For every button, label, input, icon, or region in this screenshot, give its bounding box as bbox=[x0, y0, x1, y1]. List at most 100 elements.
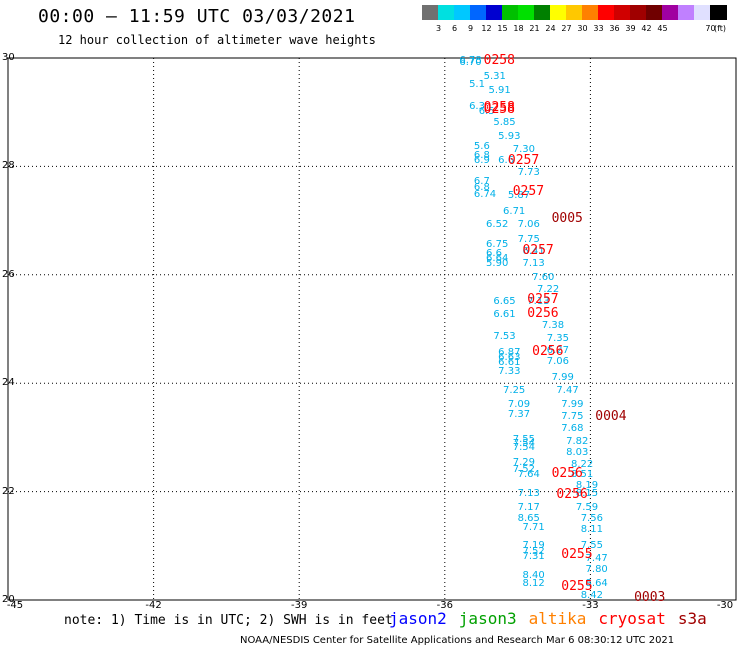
legend-swatch bbox=[614, 5, 631, 20]
legend-label: 42 bbox=[641, 24, 652, 33]
lon-tick-label: -36 bbox=[436, 600, 453, 611]
legend-label: 18 bbox=[513, 24, 524, 33]
swh-value: 6.3 bbox=[469, 100, 485, 112]
legend-label: 39 bbox=[625, 24, 636, 33]
swh-value: 7.75 bbox=[561, 410, 584, 422]
swh-value: 6.78 bbox=[459, 54, 482, 66]
swh-value: 7.29 bbox=[512, 457, 535, 469]
legend-swatch bbox=[470, 5, 487, 20]
swh-value: 8.12 bbox=[522, 577, 545, 589]
swh-value: 7.54 bbox=[512, 442, 535, 454]
swh-value: 6.7 bbox=[473, 175, 490, 187]
swh-value: 7.22 bbox=[537, 283, 560, 295]
note-text: note: 1) Time is in UTC; 2) SWH is in fe… bbox=[64, 613, 393, 628]
swh-value: 7.55 bbox=[512, 434, 535, 446]
swh-value: 7.13 bbox=[522, 257, 545, 269]
swh-value: 6.6 bbox=[498, 154, 515, 166]
swh-value: 7.59 bbox=[575, 501, 599, 513]
swh-value: 7.35 bbox=[546, 332, 569, 344]
swh-value: 8.65 bbox=[517, 512, 540, 524]
lat-tick-label: 20 bbox=[2, 594, 15, 605]
lon-tick-label: -33 bbox=[582, 600, 599, 611]
lon-tick-label: -30 bbox=[716, 600, 734, 611]
swh-value: 8.19 bbox=[575, 480, 599, 492]
swh-value: 7.71 bbox=[522, 522, 545, 534]
pass-time-label: 0256 bbox=[556, 487, 588, 503]
swh-value: 8.42 bbox=[580, 589, 603, 601]
legend-label: 12 bbox=[481, 24, 492, 33]
legend-label: 30 bbox=[577, 24, 588, 33]
pass-time-label: 0255 bbox=[561, 579, 593, 595]
legend-swatch bbox=[630, 5, 647, 20]
swh-value: 5.91 bbox=[488, 84, 511, 96]
pass-time-label: 0257 bbox=[512, 183, 545, 199]
swh-value: 8.64 bbox=[585, 577, 608, 589]
satellite-label-cryosat: cryosat bbox=[598, 609, 666, 628]
map-subtitle: 12 hour collection of altimeter wave hei… bbox=[58, 33, 376, 47]
lat-tick-label: 28 bbox=[2, 160, 15, 172]
swh-value: 7.52 bbox=[512, 463, 535, 475]
legend-swatch bbox=[678, 5, 695, 20]
legend-swatch bbox=[550, 5, 567, 20]
swh-value: 8.40 bbox=[522, 569, 545, 581]
pass-time-label: 0004 bbox=[595, 408, 627, 424]
legend-label: 27 bbox=[561, 24, 572, 33]
swh-value: 7.60 bbox=[532, 271, 555, 283]
swh-value: 5.31 bbox=[483, 70, 506, 82]
legend-swatch bbox=[582, 5, 599, 20]
legend-label: 9 bbox=[467, 24, 474, 33]
swh-value: 7.25 bbox=[503, 385, 526, 397]
pass-time-label: 0258 bbox=[483, 99, 515, 115]
swh-value: 6.5 bbox=[478, 106, 495, 118]
swh-value: 5.93 bbox=[498, 130, 521, 142]
legend-swatch bbox=[646, 5, 663, 20]
legend-swatch bbox=[502, 5, 519, 20]
legend-swatch bbox=[486, 5, 503, 20]
swh-value: 7.82 bbox=[566, 435, 589, 447]
swh-value: 5.90 bbox=[486, 257, 509, 269]
swh-value: 5.87 bbox=[507, 190, 531, 202]
legend-label: 3 bbox=[435, 24, 442, 33]
legend-label: 21 bbox=[529, 24, 540, 33]
satellite-label-jason3: jason3 bbox=[458, 609, 517, 628]
lat-tick-label: 24 bbox=[2, 377, 15, 389]
swh-value: 7.68 bbox=[561, 423, 584, 435]
swh-value: 7.31 bbox=[522, 550, 545, 562]
swh-value: 6.71 bbox=[503, 206, 526, 218]
swh-value: 7.13 bbox=[527, 295, 550, 307]
swh-value: 7.47 bbox=[556, 385, 579, 397]
legend-label: 36 bbox=[609, 24, 620, 33]
pass-time-label: 0005 bbox=[551, 210, 583, 226]
swh-value: 6.8 bbox=[473, 149, 490, 161]
swh-value: 6.41 bbox=[522, 246, 545, 258]
legend-label: 33 bbox=[593, 24, 604, 33]
map-title: 00:00 – 11:59 UTC 03/03/2021 bbox=[38, 6, 356, 27]
swh-value: 7.75 bbox=[517, 233, 540, 245]
legend-label: 70 bbox=[705, 24, 716, 33]
satellite-label-altika: altika bbox=[528, 609, 587, 628]
swh-value: 7.73 bbox=[517, 166, 540, 178]
swh-value: 7.38 bbox=[541, 320, 565, 332]
swh-value: 7.55 bbox=[580, 539, 603, 551]
swh-value: 7.54 bbox=[512, 437, 535, 449]
swh-value: 6.6 bbox=[486, 248, 502, 260]
swh-value: 7.06 bbox=[517, 218, 540, 230]
swh-value: 6.70 bbox=[459, 57, 482, 69]
swh-value: 6.87 bbox=[498, 347, 521, 359]
swh-value: 7.56 bbox=[580, 512, 603, 524]
legend-unit: (ft) bbox=[714, 24, 727, 33]
pass-time-label: 0257 bbox=[527, 292, 559, 308]
swh-value: 5.1 bbox=[469, 79, 485, 91]
swh-value: 7.53 bbox=[493, 331, 516, 343]
swh-value: 8.11 bbox=[580, 523, 603, 535]
swh-value: 8.03 bbox=[566, 446, 589, 458]
swh-value: 7.99 bbox=[561, 398, 584, 410]
pass-time-label: 0256 bbox=[532, 343, 564, 359]
satellite-legend: jason2 jason3 altika cryosat s3a bbox=[389, 609, 719, 628]
satellite-label-jason2: jason2 bbox=[389, 609, 447, 628]
legend-swatch bbox=[598, 5, 615, 20]
swh-value: 7.06 bbox=[546, 355, 569, 367]
swh-value: 6.64 bbox=[486, 252, 509, 264]
pass-time-label: 0257 bbox=[507, 152, 540, 168]
